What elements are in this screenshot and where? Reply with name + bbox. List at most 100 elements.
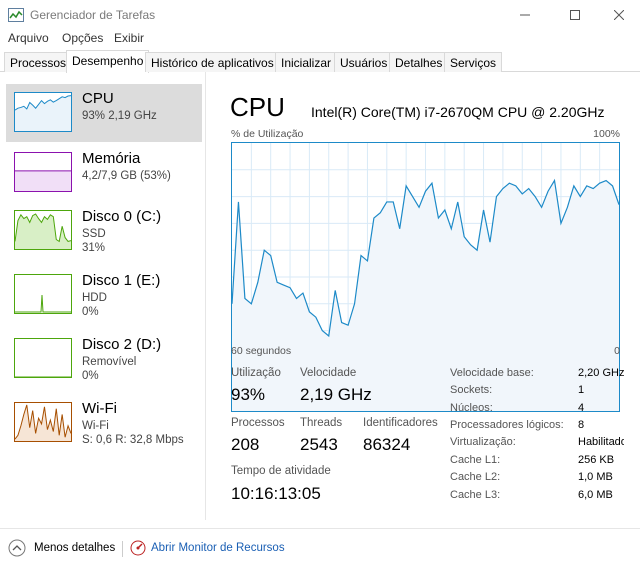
base-speed-value: 2,20 GHz [578,367,624,379]
performance-sidebar: CPU 93% 2,19 GHz Memória 4,2/7,9 GB (53%… [0,72,206,520]
maximize-icon [570,10,580,20]
menu-bar: Arquivo Opções Exibir [0,30,640,48]
resource-monitor-icon[interactable] [130,540,146,556]
window-title: Gerenciador de Tarefas [30,8,156,22]
utilization-label: Utilização [231,367,281,379]
mini-graph-area [15,404,71,441]
threads-label: Threads [300,417,343,429]
cpu-mini-graph [14,92,72,132]
mini-graph-area [15,170,71,191]
sidebar-item-cpu[interactable]: CPU 93% 2,19 GHz [6,84,202,142]
wifi-mini-graph [14,402,72,442]
graph-x-left-label: 60 segundos [231,345,292,357]
cache-l3-label: Cache L3: [450,489,501,501]
sidebar-item-detail: 93% 2,19 GHz [82,110,157,122]
sidebar-item-name: CPU [82,90,114,107]
less-details-button[interactable]: Menos detalhes [34,542,116,554]
threads-value: 2543 [300,435,338,454]
menu-arquivo[interactable]: Arquivo [8,31,49,45]
base-speed-label: Velocidade base: [450,367,534,379]
graph-y-max-label: 100% [593,128,620,140]
chevron-up-icon[interactable] [8,539,26,557]
sidebar-item-type: HDD [82,292,107,304]
handles-label: Identificadores [363,417,438,429]
cores-value: 4 [578,402,585,414]
sidebar-item-name: Memória [82,150,141,167]
cpu-model-name: Intel(R) Core(TM) i7-2670QM CPU @ 2.20GH… [311,104,605,120]
sidebar-item-name: Wi-Fi [82,400,117,417]
speed-value: 2,19 GHz [300,385,372,404]
open-resource-monitor-link[interactable]: Abrir Monitor de Recursos [151,542,285,554]
speed-label: Velocidade [300,367,357,379]
menu-exibir[interactable]: Exibir [114,31,145,45]
cache-l3-value: 6,0 MB [578,489,613,501]
sidebar-item-wifi[interactable]: Wi-Fi Wi-Fi S: 0,6 R: 32,8 Mbps [6,394,202,452]
close-button[interactable] [596,0,640,30]
virtualization-label: Virtualização: [450,436,516,448]
sidebar-item-type: Removível [82,356,137,368]
handles-value: 86324 [363,435,411,454]
logical-processors-value: 8 [578,419,585,431]
task-manager-icon [8,8,24,22]
minimize-button[interactable] [502,0,548,30]
mini-graph-line [15,213,71,243]
sidebar-item-detail: 0% [82,370,99,382]
cache-l2-value: 1,0 MB [578,471,613,483]
utilization-value: 93% [231,385,266,404]
sidebar-item-name: Disco 1 (E:) [82,272,161,289]
footer-divider [122,541,123,557]
sidebar-item-detail: 4,2/7,9 GB (53%) [82,170,171,182]
uptime-value: 10:16:13:05 [231,484,321,503]
sockets-value: 1 [578,384,585,396]
cpu-utilization-graph [231,142,620,412]
cache-l2-label: Cache L2: [450,471,501,483]
cpu-detail-panel: CPU Intel(R) Core(TM) i7-2670QM CPU @ 2.… [206,72,640,520]
sidebar-item-detail: 31% [82,242,106,254]
maximize-button[interactable] [552,0,598,30]
disk0-mini-graph [14,210,72,250]
sidebar-item-disco-1[interactable]: Disco 1 (E:) HDD 0% [6,266,202,324]
tab-servicos[interactable]: Serviços [444,52,503,72]
cache-l1-label: Cache L1: [450,454,501,466]
sockets-label: Sockets: [450,384,493,396]
sidebar-item-name: Disco 0 (C:) [82,208,162,225]
tab-inicializar[interactable]: Inicializar [275,52,338,72]
mini-graph-line [15,95,71,111]
sidebar-item-type: SSD [82,228,106,240]
sidebar-item-name: Disco 2 (D:) [82,336,162,353]
page-title: CPU [230,92,285,122]
graph-x-right-label: 0 [614,345,620,357]
logical-processors-label: Processadores lógicos: [450,419,564,431]
graph-y-label: % de Utilização [231,128,304,140]
menu-opcoes[interactable]: Opções [62,31,104,45]
processes-value: 208 [231,435,260,454]
uptime-label: Tempo de atividade [231,465,331,477]
sidebar-item-disco-2[interactable]: Disco 2 (D:) Removível 0% [6,330,202,388]
cores-label: Núcleos: [450,402,493,414]
disk2-mini-graph [14,338,72,378]
virtualization-value: Habilitado [578,436,624,448]
mini-graph-line [15,404,71,440]
tab-detalhes[interactable]: Detalhes [389,52,449,72]
sidebar-item-memoria[interactable]: Memória 4,2/7,9 GB (53%) [6,144,202,202]
sidebar-item-detail: 0% [82,306,99,318]
utilization-line [232,178,619,338]
mini-graph-area [15,95,71,131]
tab-historico[interactable]: Histórico de aplicativos [145,52,280,72]
footer-bar: Menos detalhes Abrir Monitor de Recursos [0,528,640,568]
tab-usuarios[interactable]: Usuários [334,52,394,72]
sidebar-item-detail: S: 0,6 R: 32,8 Mbps [82,434,184,446]
tab-bar: Processos Desempenho Histórico de aplica… [0,50,640,73]
processes-label: Processos [231,417,285,429]
memory-mini-graph [14,152,72,192]
tab-processos[interactable]: Processos [4,52,73,72]
close-icon [614,10,624,20]
mini-graph-line [15,294,71,313]
title-bar: Gerenciador de Tarefas [0,0,640,30]
minimize-icon [520,14,530,16]
utilization-area [232,180,619,411]
sidebar-item-type: Wi-Fi [82,420,109,432]
sidebar-item-disco-0[interactable]: Disco 0 (C:) SSD 31% [6,202,202,260]
tab-desempenho[interactable]: Desempenho [66,50,150,73]
cache-l1-value: 256 KB [578,454,615,466]
